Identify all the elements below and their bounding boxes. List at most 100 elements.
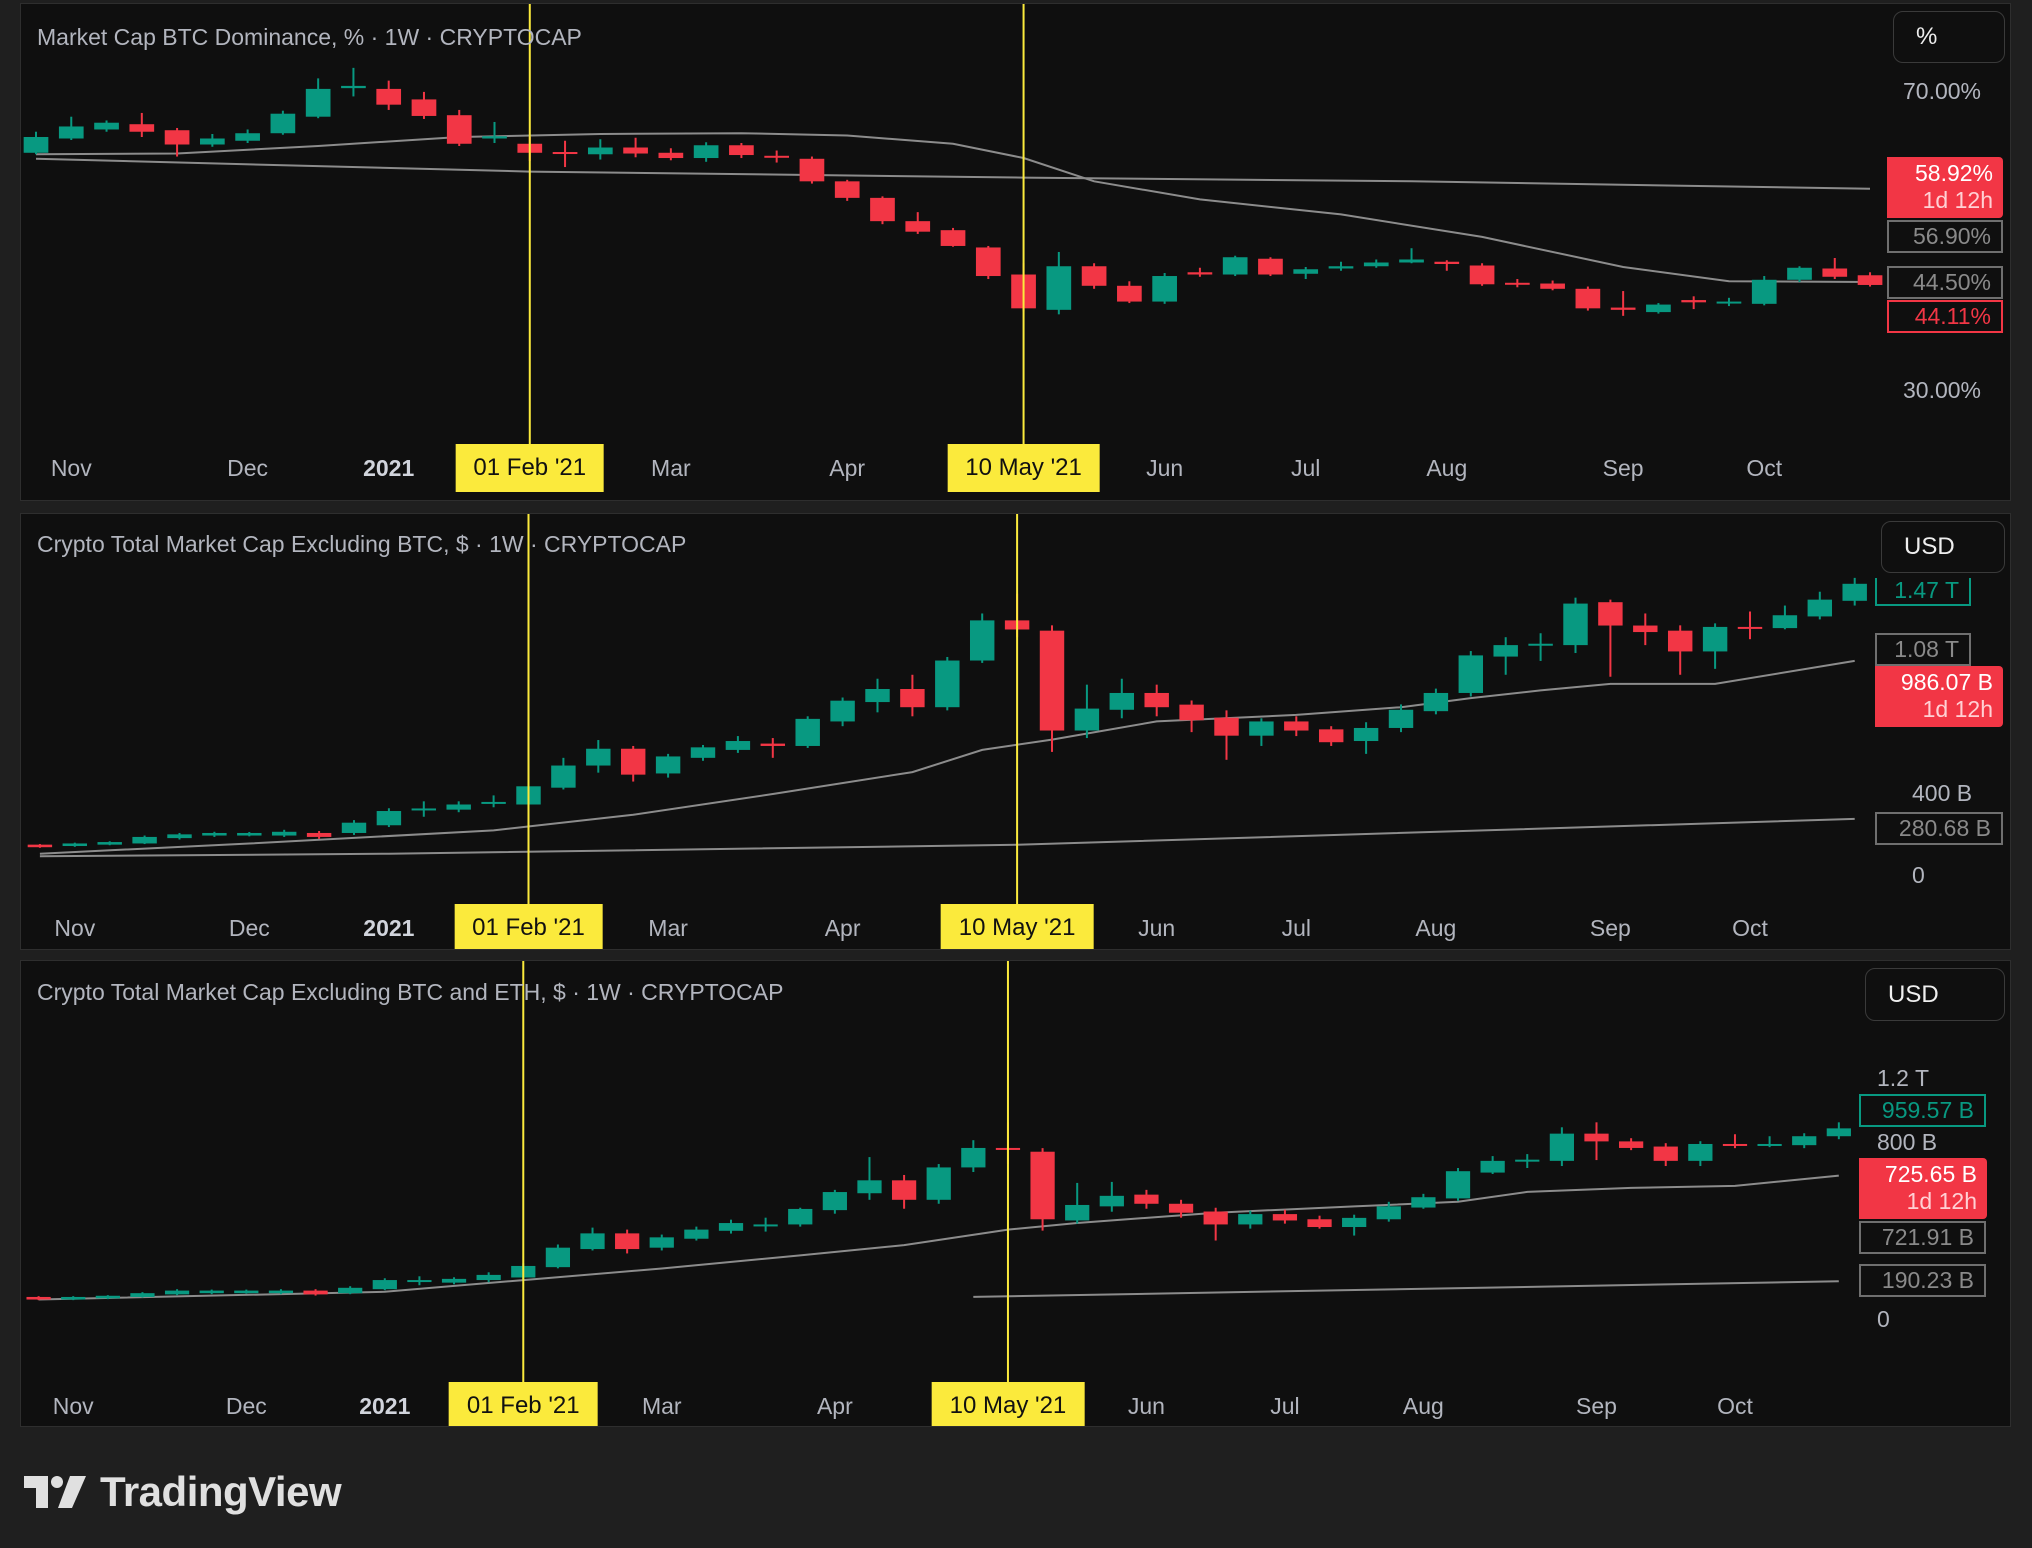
- candle-body: [1549, 1133, 1574, 1161]
- candle-up: [94, 120, 119, 132]
- candle-up: [1152, 273, 1177, 304]
- candle-down: [1722, 1134, 1748, 1149]
- candle-up: [372, 1278, 397, 1291]
- candle-body: [164, 1290, 190, 1295]
- candle-body: [940, 230, 966, 246]
- candle-up: [341, 820, 367, 835]
- btc-dominance-chart[interactable]: [21, 4, 2011, 501]
- candle-body: [130, 1293, 155, 1297]
- date-marker-label: 01 Feb '21: [455, 444, 605, 492]
- candle-up: [482, 121, 507, 144]
- candle-down: [1598, 599, 1623, 677]
- candle-up: [62, 842, 88, 847]
- candle-down: [729, 143, 754, 159]
- candle-body: [658, 152, 684, 159]
- candle-up: [271, 829, 297, 837]
- candle-down: [905, 212, 931, 234]
- candle-up: [1528, 633, 1553, 661]
- total-excl-btc-eth-panel[interactable]: Crypto Total Market Cap Excluding BTC an…: [20, 960, 2011, 1427]
- candle-up: [61, 1296, 86, 1301]
- candle-body: [1074, 708, 1100, 731]
- candle-body: [1328, 266, 1354, 269]
- candle-body: [545, 1247, 571, 1268]
- candle-body: [935, 660, 960, 708]
- moving-average-line: [39, 659, 1855, 855]
- candle-body: [1633, 625, 1658, 633]
- candle-up: [1751, 276, 1777, 306]
- unit-button[interactable]: %: [1893, 11, 2005, 63]
- candle-body: [23, 136, 49, 153]
- countdown-price-label: 725.65 B 1d 12h: [1859, 1158, 1987, 1219]
- candle-body: [441, 1278, 467, 1283]
- candle-body: [870, 197, 895, 222]
- candle-up: [1549, 1127, 1574, 1167]
- candle-up: [446, 801, 471, 813]
- candle-up: [1249, 718, 1274, 746]
- candle-body: [1399, 259, 1424, 263]
- candle-body: [1388, 709, 1414, 728]
- candle-up: [935, 656, 960, 711]
- panel-title: Market Cap BTC Dominance, % · 1W · CRYPT…: [37, 24, 582, 50]
- candle-down: [1214, 710, 1239, 760]
- candle-body: [132, 836, 157, 844]
- y-tick-label: 70.00%: [1903, 78, 1982, 104]
- candle-body: [376, 88, 402, 105]
- date-axis-label: Apr: [824, 915, 861, 941]
- candle-up: [270, 110, 296, 135]
- candle-up: [58, 116, 84, 140]
- candle-down: [1469, 263, 1495, 286]
- date-axis-label: Sep: [1602, 455, 1644, 481]
- candle-body: [341, 85, 366, 89]
- candle-down: [1737, 611, 1763, 640]
- candle-body: [271, 831, 297, 836]
- candle-up: [407, 1276, 432, 1286]
- candle-up: [1353, 722, 1379, 754]
- candle-up: [130, 1292, 155, 1298]
- candle-up: [376, 808, 402, 828]
- unit-button[interactable]: USD: [1865, 968, 2005, 1021]
- ma-long-label: 280.68 B: [1875, 812, 2003, 845]
- candle-body: [306, 832, 332, 837]
- total-excl-btc-chart[interactable]: [21, 514, 2011, 950]
- candle-body: [753, 1224, 778, 1227]
- candle-up: [1458, 651, 1484, 697]
- total-excl-btc-eth-chart[interactable]: [21, 961, 2011, 1427]
- candle-body: [1293, 269, 1319, 274]
- candle-body: [1203, 1211, 1228, 1225]
- candle-body: [969, 620, 995, 661]
- moving-average-line: [973, 1280, 1839, 1298]
- candle-down: [1307, 1215, 1332, 1229]
- candle-body: [27, 844, 53, 848]
- ma-short-label: 721.91 B: [1859, 1221, 1986, 1254]
- candle-up: [481, 795, 506, 808]
- candle-body: [1284, 721, 1309, 731]
- unit-button[interactable]: USD: [1881, 521, 2005, 573]
- candle-down: [27, 844, 53, 848]
- candle-up: [1328, 261, 1354, 271]
- btc-dominance-panel[interactable]: Market Cap BTC Dominance, % · 1W · CRYPT…: [20, 3, 2011, 501]
- candle-up: [969, 613, 995, 663]
- date-axis-label: Oct: [1746, 455, 1783, 481]
- date-axis-label: Nov: [54, 915, 96, 941]
- candle-up: [234, 1289, 259, 1294]
- candle-up: [341, 67, 366, 97]
- candle-down: [129, 112, 155, 137]
- candle-body: [1792, 1136, 1817, 1146]
- bar-countdown: 1d 12h: [1906, 1188, 1977, 1214]
- candle-up: [1480, 1156, 1505, 1174]
- candle-up: [199, 1289, 224, 1295]
- candle-down: [1272, 1209, 1298, 1224]
- date-axis-label: Jul: [1270, 1393, 1300, 1419]
- candle-body: [164, 130, 190, 145]
- candle-up: [1702, 623, 1728, 669]
- candle-down: [1653, 1143, 1678, 1167]
- tradingview-logo[interactable]: TradingView: [24, 1468, 342, 1516]
- total-excl-btc-panel[interactable]: Crypto Total Market Cap Excluding BTC, $…: [20, 513, 2011, 950]
- candle-body: [1563, 603, 1588, 646]
- candle-up: [865, 678, 890, 713]
- candle-up: [725, 736, 751, 753]
- candle-up: [1493, 637, 1518, 675]
- last-price-label: 1.47 T: [1875, 578, 1971, 606]
- candle-up: [587, 139, 613, 160]
- date-axis-label: Mar: [641, 1393, 682, 1419]
